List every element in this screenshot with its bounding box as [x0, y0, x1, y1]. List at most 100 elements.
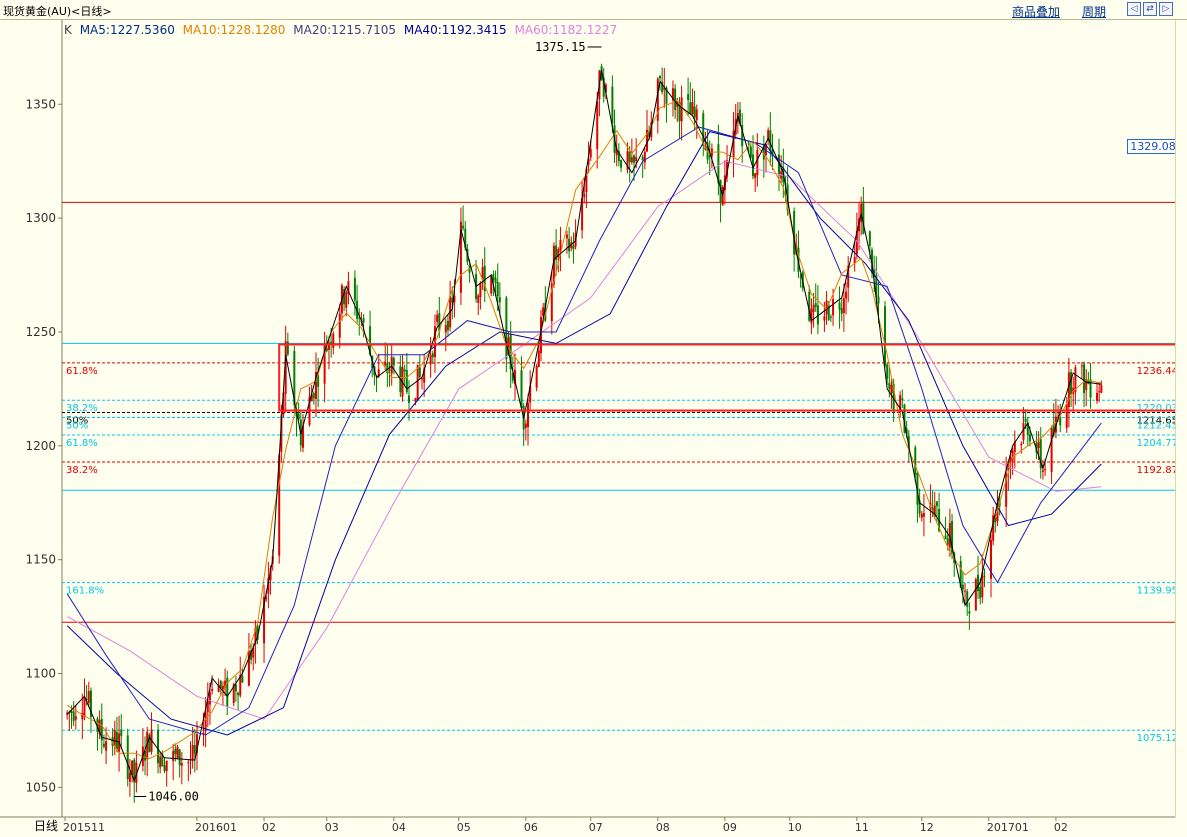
candle-body: [948, 523, 951, 548]
candle-body: [135, 762, 138, 783]
candle-body: [224, 680, 227, 688]
legend-ma5: MA5:1227.5360: [79, 23, 175, 37]
y-tick-label: 1050: [25, 780, 56, 794]
candle-body: [674, 88, 677, 111]
candle-body: [126, 735, 129, 780]
candle-body: [191, 745, 194, 761]
candle-body: [693, 106, 696, 118]
x-tick-label: 04: [392, 821, 406, 834]
candle-body: [542, 307, 545, 316]
candle-body: [951, 521, 954, 553]
candle-body: [301, 425, 304, 448]
candle-body: [219, 680, 222, 689]
right-info-panel: [1175, 20, 1187, 817]
candle-body: [901, 398, 904, 401]
fib-value-label: 1220.03: [1137, 403, 1175, 414]
candle-body: [665, 88, 668, 104]
candle-body: [635, 156, 638, 162]
fib-value-label: 1204.77: [1137, 438, 1175, 449]
candle-body: [981, 572, 984, 597]
candle-body: [1074, 367, 1077, 392]
period-label: 日线: [34, 819, 59, 833]
candle-body: [446, 320, 449, 331]
candle-body: [907, 436, 910, 449]
candle-body: [338, 313, 341, 338]
candle-body: [604, 84, 607, 93]
candle-body: [490, 275, 493, 294]
legend-ma10: MA10:1228.1280: [182, 23, 286, 37]
candle-body: [148, 734, 151, 753]
candle-body: [628, 151, 631, 163]
y-tick-label: 1350: [25, 97, 56, 111]
candle-body: [842, 298, 845, 313]
candle-body: [717, 144, 720, 184]
x-tick-label: 10: [788, 821, 802, 834]
candle-body: [388, 369, 391, 371]
candle-body: [695, 109, 698, 121]
period-menu[interactable]: 周期: [1082, 5, 1107, 19]
candle-body: [416, 364, 419, 400]
candle-body: [587, 158, 590, 165]
fib-value-label: 1236.44: [1137, 366, 1175, 377]
x-tick-label: 08: [656, 821, 670, 834]
candle-body: [111, 737, 114, 746]
candle-body: [892, 383, 895, 411]
candle-body: [323, 343, 326, 384]
candle-body: [310, 394, 313, 402]
candle-body: [131, 760, 134, 776]
candle-body: [630, 157, 633, 163]
candle-body: [814, 303, 817, 307]
candle-body: [626, 151, 629, 170]
candle-body: [520, 370, 523, 408]
fibonacci-levels: 61.8% 1236.44 38.2% 1220.03 50% 1214.65 50% 121…: [62, 362, 1175, 744]
candle-body: [862, 201, 865, 235]
candle-body: [347, 281, 350, 294]
candle-body: [252, 647, 255, 658]
candle-body: [840, 308, 843, 314]
candle-body: [330, 341, 333, 344]
y-axis: 1050 1100 1150 1200 1250 1300 1350: [25, 97, 62, 794]
candle-body: [983, 576, 986, 578]
candle-body: [193, 745, 196, 754]
x-tick-label: 07: [589, 821, 603, 834]
candle-body: [977, 574, 980, 592]
candle-body: [596, 101, 599, 150]
annotation-label: 1375.15: [535, 40, 586, 54]
nav-back-icon[interactable]: ◁: [1127, 2, 1141, 16]
candle-body: [749, 146, 752, 158]
candle-body: [267, 578, 270, 594]
candle-body: [451, 297, 454, 303]
nav-swap-icon[interactable]: ⇄: [1143, 2, 1157, 16]
x-axis: 201511 201601 02 03 04 05 06 07 08 09 10 11 12 201701…: [63, 817, 1068, 834]
candle-body: [1087, 379, 1090, 384]
candle-body: [671, 88, 674, 101]
x-tick-label: 201511: [63, 821, 105, 834]
candle-body: [492, 274, 495, 280]
candle-body: [1052, 423, 1055, 435]
candle-body: [994, 516, 997, 523]
candle-body: [1083, 364, 1086, 394]
candle-body: [572, 245, 575, 250]
candle-body: [810, 309, 813, 324]
overlay-symbol-menu[interactable]: 商品叠加: [1012, 5, 1061, 19]
highlight-box: [278, 343, 1175, 412]
candle-body: [511, 372, 514, 381]
candle-body: [496, 282, 499, 297]
candle-body: [369, 326, 372, 355]
nav-forward-icon[interactable]: ▷: [1159, 2, 1173, 16]
candle-body: [918, 500, 921, 514]
candle-body: [769, 130, 772, 151]
candle-body: [420, 378, 423, 380]
candle-body: [247, 650, 250, 686]
fib-label: 38.2%: [66, 465, 98, 476]
legend-ma40: MA40:1192.3415: [403, 23, 507, 37]
candle-body: [747, 142, 750, 144]
candle-body: [990, 539, 993, 579]
candle-body: [611, 86, 614, 124]
candle-body: [195, 734, 198, 754]
candle-body: [157, 729, 160, 764]
candle-body: [217, 685, 220, 692]
candle-body: [931, 507, 934, 514]
candle-body: [250, 650, 253, 660]
